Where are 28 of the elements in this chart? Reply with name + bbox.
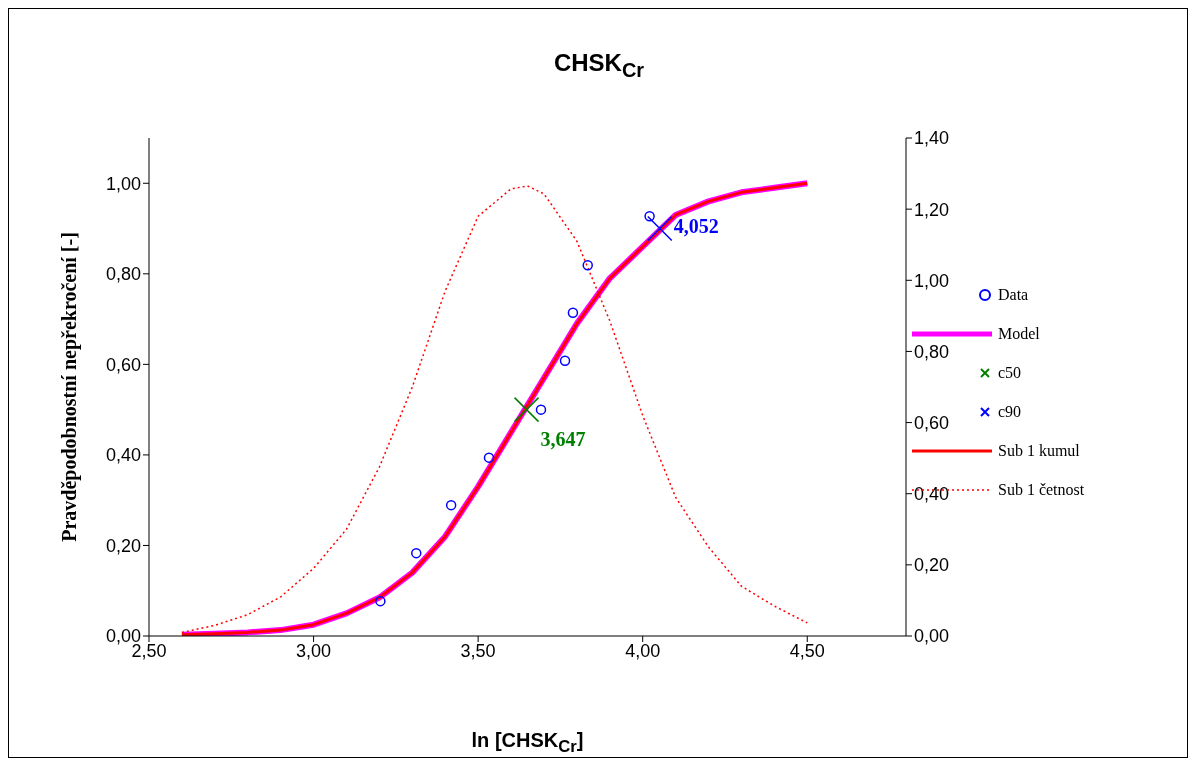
y-tick-label: 1,00: [105, 173, 141, 194]
y-tick-label: 0,80: [105, 264, 141, 285]
y-axis-title: Pravděpodobnostní nepřekročení [-]: [58, 232, 82, 542]
y2-tick-label: 1,40: [914, 128, 950, 149]
x-tick-label: 3,00: [296, 640, 332, 661]
y-tick-label: 0,60: [105, 354, 141, 375]
y2-tick-label: 1,00: [914, 270, 950, 291]
y2-tick-label: 0,00: [914, 626, 950, 647]
y-tick-label: 0,20: [105, 535, 141, 556]
legend-label: c50: [998, 363, 1022, 382]
legend-label: Data: [998, 285, 1029, 304]
annotation: 4,052: [673, 214, 719, 238]
legend-label: Sub 1 četnost: [998, 480, 1085, 499]
y2-tick-label: 0,40: [914, 484, 950, 505]
legend-label: Model: [998, 324, 1040, 343]
chart-title: CHSK$_{Cr}$: [552, 49, 646, 82]
x-tick-label: 4,50: [789, 640, 825, 661]
legend-label: c90: [998, 402, 1022, 421]
y-tick-label: 0,40: [105, 445, 141, 466]
legend-label: Sub 1 kumul: [998, 441, 1080, 460]
y2-tick-label: 0,80: [914, 341, 950, 362]
y2-tick-label: 0,20: [914, 555, 950, 576]
x-tick-label: 3,50: [460, 640, 496, 661]
y2-tick-label: 0,60: [914, 412, 950, 433]
y2-tick-label: 1,20: [914, 199, 950, 220]
x-tick-label: 4,00: [625, 640, 661, 661]
annotation: 3,647: [540, 427, 586, 451]
x-axis-title: ln [CHSK$_{Cr}$]: [470, 729, 585, 757]
